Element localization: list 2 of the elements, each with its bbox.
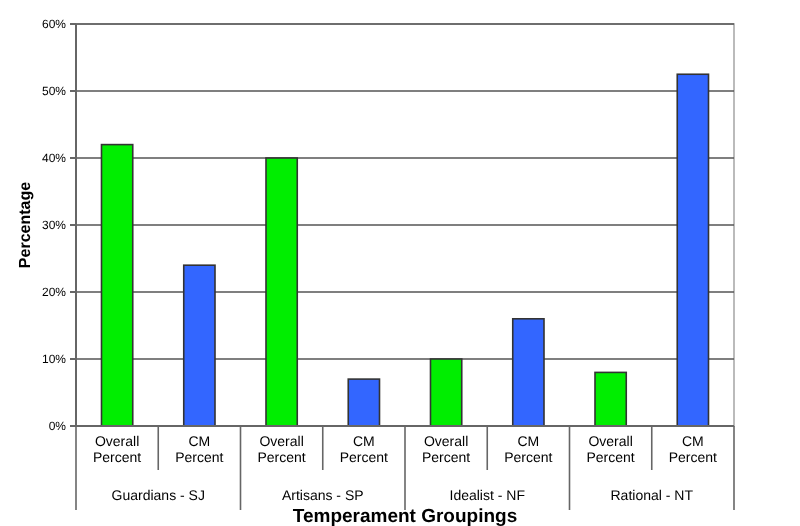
y-axis-title: Percentage bbox=[16, 180, 34, 269]
x-axis-title: Temperament Groupings bbox=[292, 506, 518, 526]
